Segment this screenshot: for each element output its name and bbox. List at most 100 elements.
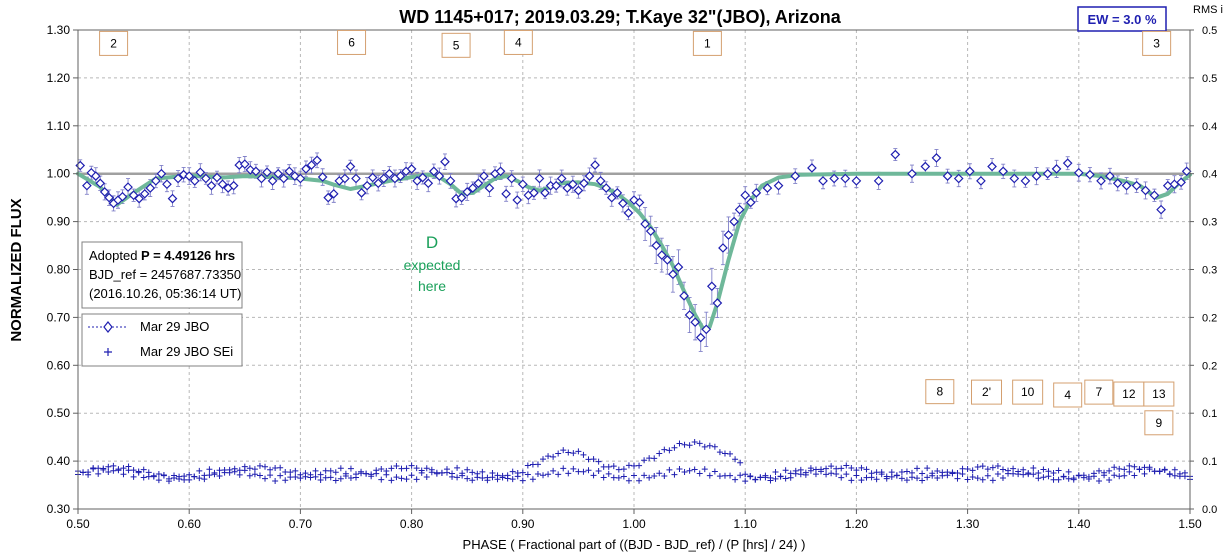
- dip-d-annotation: D expected here: [404, 233, 461, 294]
- flux-point: [150, 176, 161, 186]
- rms-point: [160, 471, 167, 478]
- rms-point: [828, 463, 835, 470]
- rms-point: [979, 476, 986, 483]
- y2-tick-label: 0.0: [1202, 504, 1217, 516]
- rms-point: [575, 448, 582, 455]
- y2-axis-ticks: 0.0 0.1 0.1 0.2 0.2 0.3 0.3 0.4 0.4 0.5 0.5: [1190, 25, 1217, 516]
- rms-point: [767, 477, 774, 484]
- flux-point: [104, 192, 114, 203]
- rms-point: [691, 439, 698, 446]
- rms-point: [782, 467, 789, 474]
- flux-point: [173, 173, 183, 184]
- flux-point: [976, 176, 986, 186]
- flux-point: [434, 171, 445, 181]
- rms-point: [656, 450, 663, 457]
- flux-point: [384, 168, 395, 179]
- legend-entry-0: Mar 29 JBO: [140, 319, 209, 334]
- flux-point: [1112, 178, 1123, 189]
- rms-point: [534, 461, 541, 468]
- y2-tick-label: 0.3: [1202, 217, 1217, 229]
- rms-point: [620, 473, 627, 480]
- rms-point: [246, 465, 253, 472]
- rms-point: [1101, 469, 1108, 476]
- flux-point: [356, 188, 367, 198]
- flux-point: [139, 188, 150, 199]
- flux-point: [212, 172, 222, 183]
- rms-point: [231, 468, 238, 475]
- flux-point: [373, 178, 384, 189]
- x-tick-label: 1.40: [1067, 517, 1091, 531]
- flux-point: [1020, 176, 1031, 186]
- rms-point: [676, 466, 683, 473]
- y-tick-label: 0.90: [47, 215, 71, 229]
- rms-point: [353, 474, 359, 481]
- flux-point: [679, 290, 689, 301]
- rms-point: [934, 474, 941, 481]
- flux-point: [751, 188, 762, 198]
- flux-point: [251, 166, 261, 177]
- rms-point: [1171, 466, 1178, 473]
- rms-point: [1096, 478, 1103, 485]
- flux-point: [701, 324, 712, 335]
- rms-point: [984, 472, 991, 479]
- rms-point: [909, 474, 915, 481]
- rms-point: [656, 470, 663, 477]
- rms-point: [848, 464, 855, 471]
- flux-point: [634, 197, 645, 208]
- rms-point: [787, 474, 794, 481]
- flux-point: [256, 173, 267, 184]
- rms-point: [403, 465, 410, 472]
- flux-point: [495, 166, 506, 177]
- rms-point: [641, 472, 648, 479]
- flux-point: [690, 317, 701, 328]
- rms-point: [570, 450, 577, 457]
- dip-label-text: 4: [1064, 388, 1071, 402]
- flux-point: [567, 179, 578, 190]
- rms-point: [843, 462, 850, 469]
- rms-point: [580, 451, 587, 458]
- rms-point: [363, 470, 370, 477]
- dip-label-text: 7: [1095, 385, 1102, 399]
- flux-point: [82, 180, 92, 191]
- flux-point: [1121, 180, 1132, 191]
- rms-point: [903, 468, 910, 475]
- rms-point: [994, 463, 1001, 470]
- rms-point: [625, 462, 632, 469]
- flux-point: [601, 183, 612, 193]
- rms-point: [337, 475, 344, 482]
- rms-point: [944, 469, 951, 476]
- rms-point: [423, 465, 430, 472]
- rms-point: [691, 466, 698, 473]
- y2-tick-label: 0.2: [1202, 360, 1217, 372]
- flux-point: [1085, 169, 1095, 180]
- rms-point: [1080, 472, 1087, 479]
- flux-point: [931, 153, 942, 163]
- flux-point: [623, 208, 634, 218]
- rms-point: [701, 466, 708, 473]
- rms-point: [666, 447, 673, 454]
- flux-point: [445, 176, 456, 186]
- dip-label-box: [971, 379, 1003, 405]
- rms-point: [570, 465, 577, 472]
- flux-point: [512, 195, 523, 205]
- flux-point: [890, 149, 901, 160]
- rms-point: [919, 477, 926, 484]
- rms-point: [464, 466, 471, 473]
- rms-point: [888, 473, 895, 480]
- rms-point: [883, 473, 890, 480]
- rms-point: [1111, 472, 1118, 479]
- rms-point: [246, 472, 253, 479]
- rms-point: [1015, 468, 1022, 475]
- flux-point: [1009, 173, 1020, 184]
- rms-series: [75, 439, 1193, 485]
- rms-point: [555, 471, 562, 478]
- flux-point: [195, 167, 206, 178]
- ew-box: EW = 3.0 %: [1077, 6, 1167, 32]
- rms-point: [529, 461, 536, 468]
- rms-point: [150, 472, 157, 479]
- flux-point: [99, 187, 110, 197]
- rms-point: [757, 474, 764, 481]
- y-tick-label: 1.00: [47, 167, 71, 181]
- annotation-line1: D: [426, 233, 438, 252]
- y2-tick-label: 0.4: [1202, 169, 1217, 181]
